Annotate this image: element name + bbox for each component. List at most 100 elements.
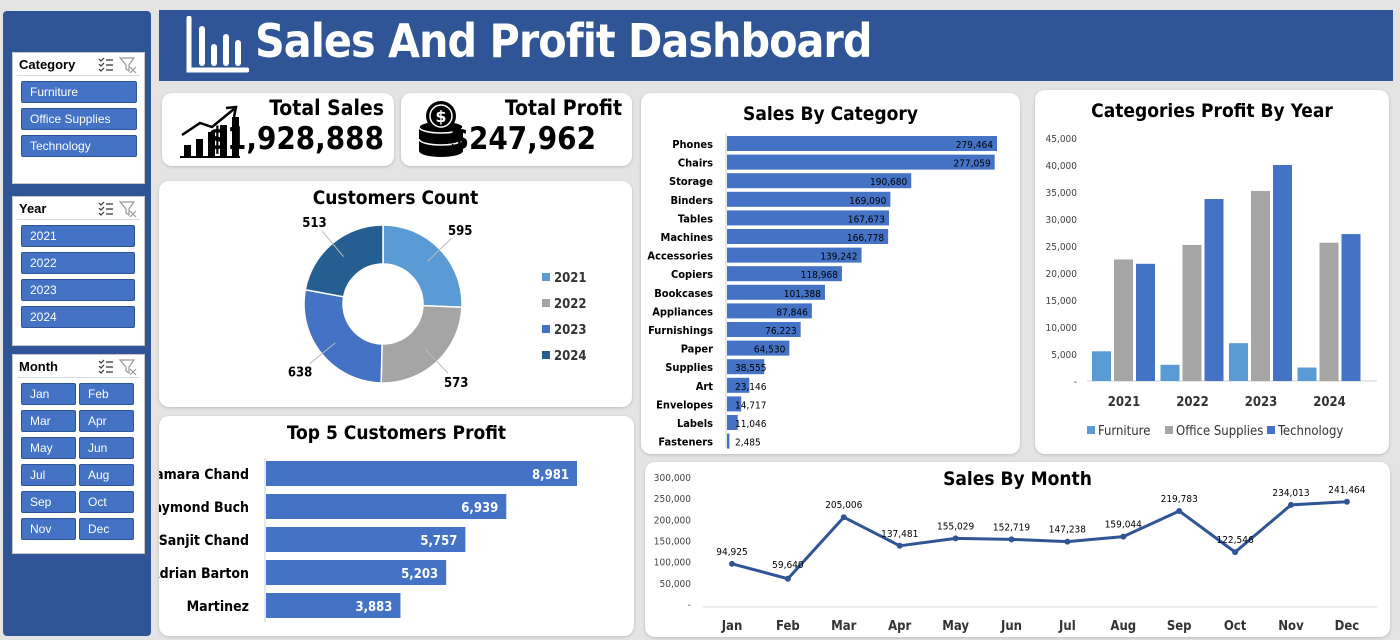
x-tick-label: Aug bbox=[1110, 619, 1136, 634]
bar-furniture-2021 bbox=[1092, 351, 1111, 381]
month-filter-sep[interactable]: Sep bbox=[21, 491, 76, 513]
x-tick-label: Dec bbox=[1335, 619, 1360, 634]
bar-storage bbox=[727, 173, 912, 189]
month-filter-oct[interactable]: Oct bbox=[79, 491, 134, 513]
donut-leader-line bbox=[427, 237, 452, 262]
y-tick-label: 10,000 bbox=[1046, 323, 1078, 334]
y-tick-label: 30,000 bbox=[1046, 215, 1078, 226]
bar-data-label: 6,939 bbox=[461, 501, 498, 516]
bar-fasteners bbox=[727, 433, 730, 449]
bar-furniture-2024 bbox=[1297, 367, 1317, 381]
bar-furniture-2023 bbox=[1229, 343, 1248, 381]
month-filter-feb[interactable]: Feb bbox=[79, 383, 134, 405]
month-filter-may[interactable]: May bbox=[21, 437, 76, 459]
month-filter-jan[interactable]: Jan bbox=[21, 383, 76, 405]
point-data-label: 219,783 bbox=[1161, 494, 1198, 505]
legend-swatch-furniture bbox=[1087, 426, 1095, 434]
bar-office-supplies-2021 bbox=[1114, 259, 1133, 381]
point-data-label: 94,925 bbox=[716, 547, 747, 558]
year-filter-2023[interactable]: 2023 bbox=[21, 279, 135, 301]
bar-labels bbox=[727, 415, 738, 430]
category-filter-office-supplies[interactable]: Office Supplies bbox=[21, 108, 137, 130]
x-tick-label: May bbox=[942, 619, 969, 634]
donut-slice-2023 bbox=[303, 288, 383, 384]
donut-slice-2021 bbox=[382, 224, 463, 309]
profit-by-year-title: Categories Profit By Year bbox=[1091, 100, 1333, 122]
bar-data-label: 169,090 bbox=[849, 196, 886, 207]
month-slicer-title: Month bbox=[19, 359, 58, 374]
customers-count-title: Customers Count bbox=[312, 187, 479, 209]
line-point-oct bbox=[1232, 549, 1239, 556]
bar-tables bbox=[727, 210, 889, 226]
bar-technology-2023 bbox=[1273, 165, 1292, 381]
y-tick-label: 250,000 bbox=[654, 494, 691, 505]
total-sales-value: $1,928,888 bbox=[207, 121, 384, 157]
category-label: Appliances bbox=[652, 305, 713, 318]
year-filter-2024[interactable]: 2024 bbox=[21, 306, 135, 328]
bar-furniture-2022 bbox=[1160, 364, 1180, 381]
month-filter-aug[interactable]: Aug bbox=[79, 464, 134, 486]
bar-supplies bbox=[727, 359, 765, 375]
category-label: Tamara Chand bbox=[159, 467, 249, 483]
top-customers-chart: Tamara Chand 8,981 Raymond Buch 6,939 Sanjit… bbox=[159, 458, 577, 622]
donut-data-label: 573 bbox=[444, 376, 468, 391]
growth-chart-icon bbox=[180, 105, 240, 158]
bar-phones bbox=[727, 136, 997, 151]
multi-select-icon[interactable] bbox=[98, 358, 114, 374]
clear-filter-icon[interactable] bbox=[119, 200, 137, 218]
point-data-label: 147,238 bbox=[1049, 525, 1086, 536]
bar-data-label: 76,223 bbox=[765, 326, 796, 337]
category-label: Supplies bbox=[665, 361, 713, 374]
sales-by-category-title: Sales By Category bbox=[743, 103, 918, 125]
month-filter-mar[interactable]: Mar bbox=[21, 410, 76, 432]
category-label: Fasteners bbox=[658, 436, 713, 449]
x-tick-label: Feb bbox=[776, 619, 800, 634]
multi-select-icon[interactable] bbox=[98, 200, 114, 216]
profit-by-year-card: Categories Profit By Year - 5,000 10,000 15… bbox=[1035, 90, 1389, 454]
x-tick-label: Jan bbox=[721, 619, 743, 634]
year-filter-2022[interactable]: 2022 bbox=[21, 252, 135, 274]
y-tick-label: 50,000 bbox=[660, 579, 692, 590]
month-filter-nov[interactable]: Nov bbox=[21, 518, 76, 540]
y-tick-label: 100,000 bbox=[654, 558, 691, 569]
month-filter-apr[interactable]: Apr bbox=[79, 410, 134, 432]
x-tick-label: 2022 bbox=[1176, 395, 1209, 410]
total-profit-card: $ Total Profit $247,962 bbox=[401, 93, 632, 166]
bar-accessories bbox=[727, 247, 862, 263]
year-slicer-title: Year bbox=[19, 201, 47, 216]
line-point-may bbox=[952, 535, 959, 542]
month-filter-dec[interactable]: Dec bbox=[79, 518, 134, 540]
y-tick-label: 35,000 bbox=[1046, 188, 1078, 199]
clear-filter-icon[interactable] bbox=[119, 358, 137, 376]
year-filter-2021[interactable]: 2021 bbox=[21, 225, 135, 247]
top-customers-title: Top 5 Customers Profit bbox=[286, 422, 507, 444]
x-tick-label: Oct bbox=[1224, 619, 1247, 634]
total-profit-label: Total Profit bbox=[504, 96, 622, 120]
sales-by-month-title: Sales By Month bbox=[943, 468, 1092, 490]
category-filter-furniture[interactable]: Furniture bbox=[21, 81, 137, 103]
legend-label-2023: 2023 bbox=[554, 323, 587, 338]
bar-data-label: 101,388 bbox=[784, 289, 821, 300]
clear-filter-icon[interactable] bbox=[119, 56, 137, 74]
month-filter-jul[interactable]: Jul bbox=[21, 464, 76, 486]
legend-label-2021: 2021 bbox=[554, 271, 587, 286]
category-label: Tables bbox=[678, 212, 713, 225]
bar-office-supplies-2023 bbox=[1251, 190, 1270, 381]
multi-select-icon[interactable] bbox=[98, 56, 114, 72]
sales-by-category-chart: Phones 279,464 Chairs 277,059 Storage 190,680… bbox=[647, 133, 997, 449]
point-data-label: 122,546 bbox=[1216, 535, 1253, 546]
category-label: Copiers bbox=[671, 268, 713, 281]
month-filter-jun[interactable]: Jun bbox=[79, 437, 134, 459]
category-label: Raymond Buch bbox=[159, 500, 249, 516]
bar-sanjit-chand bbox=[266, 527, 466, 552]
category-filter-technology[interactable]: Technology bbox=[21, 135, 137, 157]
bar-paper bbox=[727, 340, 790, 356]
total-profit-value: $247,962 bbox=[449, 121, 596, 157]
bar-data-label: 2,485 bbox=[735, 438, 761, 449]
bar-data-label: 118,968 bbox=[801, 270, 838, 281]
x-tick-label: 2023 bbox=[1245, 395, 1278, 410]
bar-data-label: 139,242 bbox=[820, 252, 857, 263]
month-slicer-header: Month bbox=[17, 355, 140, 378]
category-slicer-title: Category bbox=[19, 57, 76, 72]
legend-label: Furniture bbox=[1098, 424, 1150, 439]
